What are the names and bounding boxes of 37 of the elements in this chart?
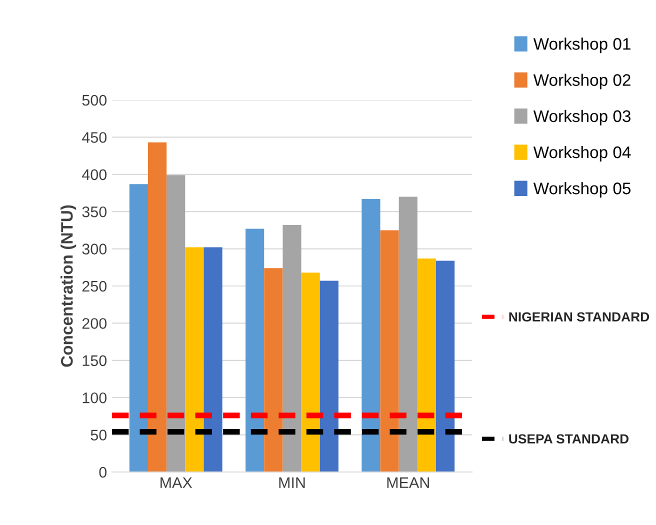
y-tick-label: 50 [90, 430, 107, 440]
bar [148, 142, 167, 472]
bar [362, 198, 380, 472]
x-tick-label: MIN [279, 477, 305, 488]
bar [246, 228, 264, 472]
bar [320, 280, 338, 472]
y-tick-label: 500 [82, 94, 107, 106]
y-tick-label: 450 [82, 132, 107, 143]
legend-label: Workshop 01 [533, 38, 630, 54]
bar [129, 184, 148, 472]
y-tick-label: 400 [82, 169, 107, 180]
bar [398, 196, 418, 472]
legend-label: NIGERIAN STANDARD [509, 312, 650, 322]
x-tick-label: MEAN [387, 477, 429, 488]
legend-label: Workshop 02 [533, 74, 630, 90]
legend-label: Workshop 04 [533, 146, 631, 162]
legend-label: Workshop 05 [533, 182, 631, 198]
bar [301, 272, 320, 472]
bar [166, 175, 186, 472]
bar [264, 268, 283, 472]
x-tick-label: MAX [160, 477, 192, 488]
bar [282, 224, 302, 472]
ref-line-label: USEPA STANDARD [509, 434, 629, 444]
y-tick-label: 200 [82, 318, 107, 329]
bar [185, 247, 204, 472]
bar [380, 230, 399, 472]
y-tick-label: 0 [99, 466, 107, 478]
y-axis-title: Concentration (NTU) [60, 205, 76, 367]
bar [436, 260, 455, 472]
y-tick-label: 150 [82, 355, 107, 366]
y-tick-label: 250 [82, 280, 107, 292]
y-tick-label: 350 [82, 206, 107, 218]
bar [417, 258, 436, 472]
y-tick-label: 100 [82, 392, 107, 404]
bar [204, 247, 222, 472]
legend-label: Workshop 03 [533, 110, 630, 126]
y-tick-label: 300 [82, 244, 107, 254]
